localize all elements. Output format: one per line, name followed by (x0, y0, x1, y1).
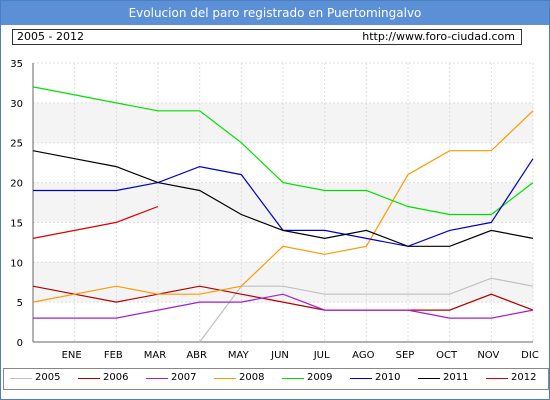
legend-label: 2006 (103, 372, 129, 383)
y-tick-label: 25 (10, 139, 23, 150)
chart-title: Evolucion del paro registrado en Puertom… (1, 1, 549, 25)
x-tick-label: AGO (352, 350, 374, 361)
line-chart: 0 5 10 15 20 25 30 35 ENE FEB MAR ABR MAY JUN JUL AGO SE… (10, 59, 539, 361)
legend-item-2011: 2011 (418, 369, 480, 389)
x-tick-label: MAY (228, 350, 250, 361)
x-tick-label: ENE (62, 350, 82, 361)
series-line-2009 (32, 86, 534, 216)
legend-swatch (78, 378, 100, 379)
x-tick-label: JUN (270, 350, 289, 361)
legend: 2005 2006 2007 2008 2009 2010 2011 2012 (3, 368, 549, 390)
series-line-2012 (32, 205, 159, 239)
legend-item-2009: 2009 (282, 369, 344, 389)
x-tick-label: MAR (144, 350, 166, 361)
legend-item-2008: 2008 (214, 369, 276, 389)
x-tick-label: OCT (436, 350, 458, 361)
legend-item-2010: 2010 (350, 369, 412, 389)
legend-item-2012: 2012 (486, 369, 548, 389)
x-tick-label: NOV (477, 350, 499, 361)
x-tick-label: FEB (104, 350, 123, 361)
legend-swatch (214, 378, 236, 379)
legend-label: 2009 (307, 372, 333, 383)
y-tick-label: 15 (10, 218, 23, 229)
legend-label: 2011 (443, 372, 469, 383)
y-tick-label: 35 (10, 59, 23, 70)
legend-label: 2012 (511, 372, 537, 383)
legend-swatch (10, 378, 32, 379)
x-tick-label: ABR (186, 350, 207, 361)
y-tick-label: 10 (10, 258, 23, 269)
source-url: http://www.foro-ciudad.com (362, 30, 515, 43)
series-line-2006 (32, 285, 534, 311)
legend-label: 2010 (375, 372, 401, 383)
period-label: 2005 - 2012 (17, 30, 84, 43)
series-line-2011 (32, 150, 534, 247)
series-line-2005 (199, 277, 534, 343)
legend-item-2005: 2005 (10, 369, 72, 389)
x-tick-label: JUL (313, 350, 330, 361)
info-box: 2005 - 2012 http://www.foro-ciudad.com (12, 29, 522, 45)
y-tick-label: 0 (17, 338, 23, 349)
legend-swatch (418, 378, 440, 379)
legend-label: 2007 (171, 372, 197, 383)
y-tick-label: 30 (10, 99, 23, 110)
x-tick-label: SEP (396, 350, 415, 361)
legend-swatch (350, 378, 372, 379)
legend-swatch (146, 378, 168, 379)
y-tick-label: 5 (17, 298, 23, 309)
legend-item-2007: 2007 (146, 369, 208, 389)
legend-label: 2005 (35, 372, 61, 383)
legend-swatch (486, 378, 508, 379)
y-tick-label: 20 (10, 179, 23, 190)
series-line-2008 (32, 110, 534, 303)
legend-item-2006: 2006 (78, 369, 140, 389)
x-tick-label: DIC (521, 350, 539, 361)
series-line-2007 (33, 293, 534, 319)
legend-label: 2008 (239, 372, 265, 383)
legend-swatch (282, 378, 304, 379)
